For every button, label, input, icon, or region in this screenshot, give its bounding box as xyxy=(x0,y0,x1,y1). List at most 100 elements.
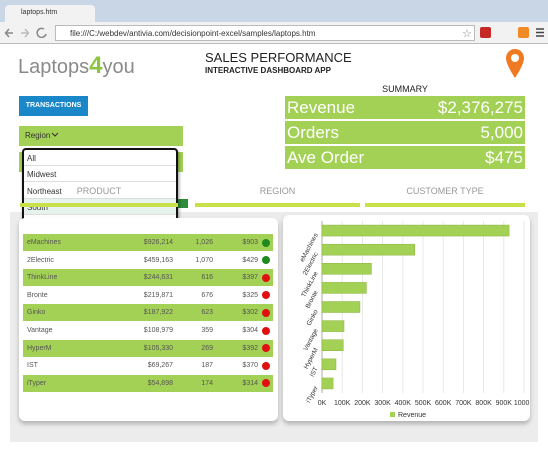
table-row xyxy=(23,269,273,287)
ave-cell: $304 xyxy=(242,327,258,334)
product-name: Bronte xyxy=(27,291,48,299)
region-dropdown[interactable]: Region xyxy=(19,126,183,146)
status-dot xyxy=(262,308,270,317)
chevron xyxy=(52,132,59,137)
orders-cell: 616 xyxy=(201,274,213,282)
ave-cell: $302 xyxy=(242,309,258,317)
ave-cell: $392 xyxy=(242,344,258,352)
logo-part: Laptops xyxy=(18,56,90,78)
product-name: Ginko xyxy=(27,309,46,317)
tab-underline xyxy=(20,203,178,207)
revenue-cell: $219,871 xyxy=(143,291,173,299)
tab-marker xyxy=(178,199,188,208)
table-row xyxy=(23,304,273,322)
ave-cell: $429 xyxy=(242,256,258,264)
bar xyxy=(321,377,334,390)
product-table: eMachines $926,214 1,026 $903 2Electric $459,… xyxy=(19,218,278,421)
dropdown-label: Region xyxy=(25,131,51,140)
orders-cell: 1,070 xyxy=(195,256,213,264)
orders-cell: 187 xyxy=(201,362,213,370)
bar xyxy=(321,282,367,294)
toolbar-icons[interactable]: ☆ xyxy=(460,25,548,41)
x-tick-label: 0K xyxy=(318,400,327,407)
summary-value: $475 xyxy=(485,148,523,167)
app-subtitle: INTERACTIVE DASHBOARD APP xyxy=(205,66,331,75)
y-tick-label: Ginko xyxy=(306,308,320,327)
bar xyxy=(321,243,416,256)
product-name: IST xyxy=(27,362,38,370)
orders-cell: 1,026 xyxy=(195,239,213,246)
orders-cell: 623 xyxy=(201,309,213,317)
chart-card: 0K 100K 200K 300K 400K 500K 600K 700K 800K 900K 10… xyxy=(283,215,534,421)
bar xyxy=(321,224,510,237)
tab[interactable]: CUSTOMER TYPE xyxy=(406,186,484,196)
bar xyxy=(321,301,361,313)
x-tick-label: 300K xyxy=(374,400,391,407)
orders-cell: 359 xyxy=(201,327,213,334)
x-tick-label: 800K xyxy=(475,400,492,407)
x-tick-label: 900K xyxy=(496,400,513,407)
logo-part: you xyxy=(102,56,135,78)
summary-row: Orders 5,000 xyxy=(285,121,525,144)
legend-swatch xyxy=(390,412,395,417)
ave-cell: $903 xyxy=(242,239,258,246)
tab-bar xyxy=(0,0,548,22)
x-tick-label: 400K xyxy=(395,400,412,407)
summary-title: SUMMARY xyxy=(382,84,428,94)
dropdown-option[interactable]: All xyxy=(24,150,176,166)
dropdown-option[interactable]: Midwest xyxy=(24,166,176,183)
bar-chart: 0K 100K 200K 300K 400K 500K 600K 700K 800K 900K 10… xyxy=(299,221,534,419)
nav-buttons[interactable] xyxy=(4,26,52,40)
tab[interactable]: REGION xyxy=(259,186,296,196)
product-name: HyperM xyxy=(27,344,52,352)
ave-cell: $325 xyxy=(242,291,258,299)
logo-part: 4 xyxy=(89,52,103,79)
product-name: 2Electric xyxy=(27,256,54,264)
orders-cell: 676 xyxy=(201,291,213,299)
y-tick-label: IST xyxy=(309,366,320,378)
x-tick-label: 600K xyxy=(435,400,452,407)
table-row xyxy=(23,339,273,357)
revenue-cell: $244,631 xyxy=(143,274,173,282)
revenue-cell: $105,330 xyxy=(143,344,173,352)
revenue-cell: $54,898 xyxy=(147,379,173,387)
bar xyxy=(321,358,337,371)
bar xyxy=(321,263,372,275)
browser-tab[interactable]: laptops.htm xyxy=(5,5,95,22)
table-row xyxy=(23,234,273,251)
bar xyxy=(321,320,345,332)
svg-text:☆: ☆ xyxy=(462,28,472,40)
dropdown-option[interactable]: Northeast xyxy=(24,183,176,199)
revenue-cell: $108,979 xyxy=(143,327,173,334)
status-dot xyxy=(262,238,270,247)
orders-cell: 269 xyxy=(201,344,213,352)
location-icon xyxy=(506,49,524,78)
ave-cell: $314 xyxy=(242,379,258,387)
status-dot xyxy=(262,256,270,265)
transactions-button[interactable]: TRANSACTIONS xyxy=(19,96,88,116)
x-tick-label: 500K xyxy=(415,400,432,407)
address-bar[interactable]: file:///C:/webdev/antivia.com/decisionpo… xyxy=(55,25,475,41)
ave-cell: $397 xyxy=(242,274,258,282)
status-dot xyxy=(262,344,270,353)
summary-label: Revenue xyxy=(287,98,356,117)
x-tick-label: 100K xyxy=(334,400,351,407)
product-name: eMachines xyxy=(27,239,61,246)
summary-label: Ave Order xyxy=(287,148,365,167)
x-tick-label: 1000K xyxy=(514,400,530,407)
app-title: SALES PERFORMANCE xyxy=(205,50,352,65)
product-name: ThinkLine xyxy=(27,274,58,282)
x-tick-label: 700K xyxy=(455,400,472,407)
tab[interactable]: PRODUCT xyxy=(76,186,122,196)
status-dot xyxy=(262,379,270,388)
summary-row: Revenue $2,376,275 xyxy=(285,96,525,119)
summary-label: Orders xyxy=(287,123,339,142)
y-tick-label: Vantage xyxy=(302,327,320,352)
revenue-cell: $69,267 xyxy=(147,362,173,370)
legend-label: Revenue xyxy=(398,412,426,419)
dropdown-option[interactable]: South xyxy=(24,199,176,216)
status-dot xyxy=(262,326,270,335)
product-name: Vantage xyxy=(27,327,53,334)
table-row xyxy=(23,374,273,392)
